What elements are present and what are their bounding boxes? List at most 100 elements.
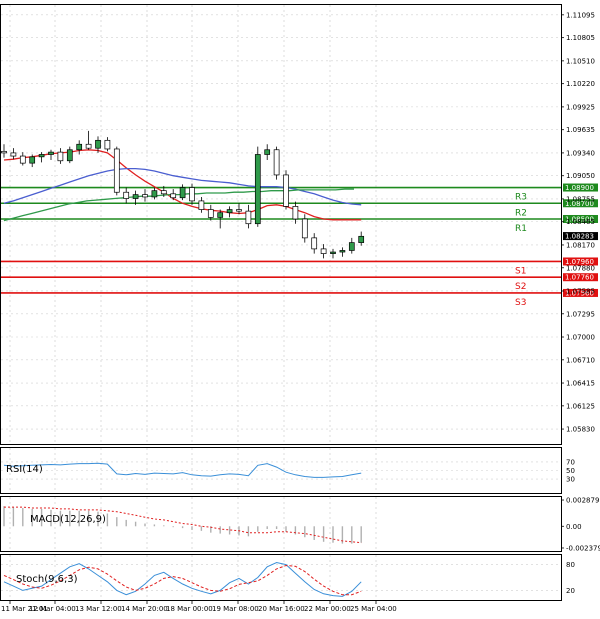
price-tick-label: 1.09340: [566, 149, 595, 157]
current-price-label: 1.08283: [565, 233, 594, 241]
pivot-levels: R3 1.08900 R2 1.08700 R1 1.08500 S1 1.07960 S2 1.…: [1, 183, 598, 308]
time-tick-label: 13 Mar 12:00: [75, 605, 122, 613]
candle-bear: [142, 194, 148, 198]
level-tag-label-s2: 1.07760: [565, 274, 594, 282]
time-tick-label: 11 Mar 21:01: [1, 605, 48, 613]
candles: [1, 130, 365, 259]
level-tag-label-s1: 1.07960: [565, 258, 594, 266]
price-tick-label: 1.08465: [566, 218, 595, 226]
candle-bear: [123, 191, 130, 199]
candle-bear: [320, 248, 327, 254]
candle-bull: [66, 149, 73, 162]
current-price-tag: [563, 232, 598, 241]
price-tick-label: 1.10510: [566, 57, 595, 65]
level-tag-r3: [563, 183, 598, 192]
candle-bear: [283, 174, 289, 207]
price-tick-label: 1.07295: [566, 310, 595, 318]
price-axis: 1.11095 1.10805 1.10510 1.10220 1.09925 1.096…: [561, 11, 598, 434]
candle-bull: [95, 139, 101, 149]
price-tick-label: 1.07585: [566, 287, 595, 295]
price-tick-label: 1.10220: [566, 80, 595, 88]
price-tick-label: 1.11095: [566, 11, 595, 19]
level-tag-r2: [563, 199, 598, 208]
stoch-signal-line: [3, 564, 362, 596]
stoch-title: Stoch(9,6,3): [16, 574, 78, 585]
time-tick-label: 12 Mar 04:00: [29, 605, 76, 613]
candle-bear: [236, 209, 242, 212]
candle-bear: [207, 209, 214, 218]
candle-bear: [311, 237, 318, 250]
candle-bear: [1, 150, 7, 154]
macd-panel: 0.002879 0.00 -0.002379: [3, 497, 600, 552]
level-label-r3: R3: [515, 193, 527, 203]
level-tag-s2: [563, 273, 598, 282]
candle-bear: [104, 139, 111, 150]
candle-bull: [132, 194, 139, 199]
candle-bull: [339, 250, 346, 253]
moving-average-line: [3, 167, 362, 206]
candle-bear: [292, 206, 299, 220]
rsi-tick-label: 70: [566, 458, 575, 466]
time-tick-label: 19 Mar 08:00: [212, 605, 259, 613]
time-tick-label: 22 Mar 00:00: [304, 605, 351, 613]
candle-bear: [10, 152, 17, 157]
level-tag-label-r3: 1.08900: [565, 184, 594, 192]
level-tag-label-s3: 1.07560: [565, 289, 594, 297]
candle-bull: [48, 151, 54, 155]
stoch-tick-label: 20: [566, 587, 575, 595]
price-tick-label: 1.05830: [566, 426, 595, 434]
candle-bear: [19, 155, 26, 164]
price-tick-label: 1.09925: [566, 103, 595, 111]
candle-bull: [264, 149, 271, 155]
candle-bull: [254, 154, 261, 225]
candle-bear: [245, 210, 252, 225]
macd-tick-label: 0.002879: [566, 497, 599, 505]
price-tick-label: 1.06710: [566, 356, 595, 364]
candle-bull: [217, 212, 224, 218]
candle-bull: [179, 187, 186, 199]
price-tick-label: 1.10805: [566, 34, 595, 42]
candle-bear: [198, 200, 205, 210]
price-tick-label: 1.06415: [566, 380, 595, 388]
rsi-panel-frame: [0, 447, 562, 494]
candle-bull: [76, 143, 83, 151]
price-tick-label: 1.07880: [566, 264, 595, 272]
candle-bull: [358, 235, 365, 243]
candle-bear: [57, 151, 64, 162]
candle-bull: [29, 156, 36, 164]
rsi-title: RSI(14): [6, 464, 43, 475]
level-label-s3: S3: [515, 298, 526, 308]
time-tick-label: 18 Mar 00:00: [166, 605, 213, 613]
grid: [1, 5, 561, 600]
rsi-tick-label: 50: [566, 467, 575, 475]
level-tag-s3: [563, 288, 598, 297]
candle-bull: [38, 154, 45, 158]
stoch-panel-frame: [0, 554, 562, 601]
candle-bear: [160, 190, 167, 195]
moving-average-line: [3, 188, 354, 222]
macd-tick-label: -0.002379: [566, 544, 600, 552]
price-tick-label: 1.08170: [566, 241, 595, 249]
level-tag-label-r2: 1.08700: [565, 200, 594, 208]
stoch-tick-label: 80: [566, 561, 575, 569]
candle-bear: [85, 143, 92, 149]
price-tick-label: 1.09635: [566, 126, 595, 134]
rsi-tick-label: 30: [566, 476, 575, 484]
price-panel-frame: [0, 4, 562, 445]
time-tick-label: 14 Mar 20:00: [121, 605, 168, 613]
macd-tick-label: 0.00: [566, 523, 582, 531]
level-label-s2: S2: [515, 282, 526, 292]
candle-bear: [113, 148, 120, 193]
level-label-r2: R2: [515, 208, 527, 218]
level-tag-r1: [563, 214, 598, 223]
level-tag-s1: [563, 257, 598, 266]
candle-bear: [170, 193, 177, 199]
candle-bull: [330, 251, 336, 254]
macd-panel-frame: [0, 496, 562, 552]
price-tick-label: 1.08755: [566, 195, 595, 203]
candle-bear: [301, 218, 308, 239]
moving-average-line: [3, 149, 362, 221]
time-tick-label: 20 Mar 16:00: [258, 605, 305, 613]
